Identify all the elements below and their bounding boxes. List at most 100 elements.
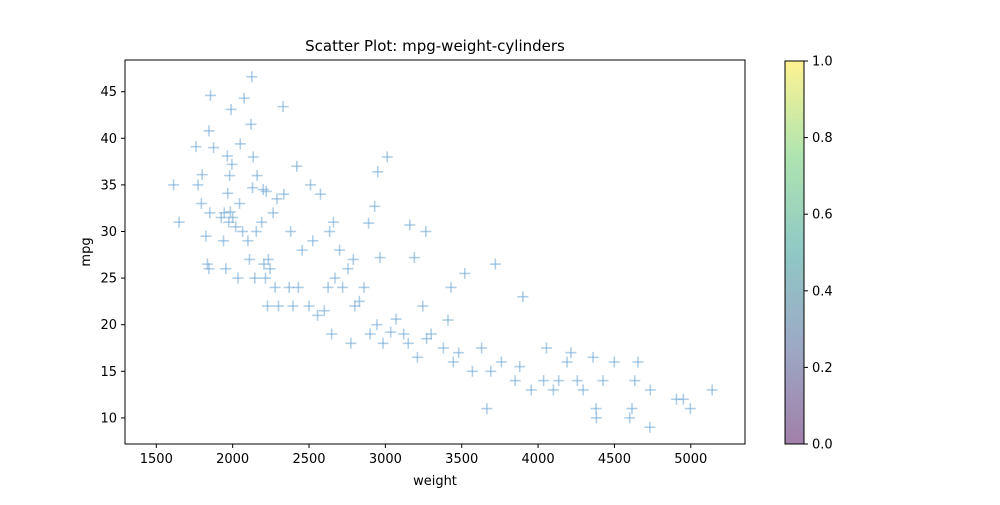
data-point	[307, 235, 319, 247]
y-tick-label: 30	[100, 225, 117, 240]
data-point	[442, 314, 454, 326]
data-point	[644, 384, 656, 396]
data-point	[349, 300, 361, 312]
data-point	[587, 351, 599, 363]
data-point	[561, 356, 573, 368]
data-point	[358, 281, 370, 293]
data-point	[459, 267, 471, 279]
data-point	[234, 138, 246, 150]
data-point	[632, 356, 644, 368]
data-point	[466, 365, 478, 377]
data-point	[291, 160, 303, 172]
data-point	[485, 365, 497, 377]
data-point	[553, 375, 565, 387]
data-point	[277, 101, 289, 113]
data-point	[377, 337, 389, 349]
data-point	[364, 328, 376, 340]
data-point	[269, 281, 281, 293]
data-point	[232, 272, 244, 284]
data-point	[329, 272, 341, 284]
x-tick-label: 4500	[598, 452, 631, 467]
data-point	[247, 151, 259, 163]
data-point	[173, 216, 185, 228]
x-tick-label: 3500	[445, 452, 478, 467]
colorbar-tick-label: 0.4	[812, 284, 833, 299]
data-point	[234, 198, 246, 210]
data-point	[225, 103, 237, 115]
data-point	[677, 393, 689, 405]
x-tick-label: 5000	[674, 452, 707, 467]
data-point	[597, 375, 609, 387]
data-point	[196, 169, 208, 181]
data-point	[509, 375, 521, 387]
data-point	[217, 235, 229, 247]
data-point	[190, 141, 202, 153]
data-point	[222, 187, 234, 199]
data-point	[262, 253, 274, 265]
data-point	[390, 313, 402, 325]
data-point	[287, 300, 299, 312]
data-point	[224, 170, 236, 182]
data-point	[337, 281, 349, 293]
data-point	[706, 384, 718, 396]
x-tick-label: 1500	[140, 452, 173, 467]
y-tick-label: 45	[100, 85, 117, 100]
data-point	[168, 179, 180, 191]
colorbar-tick-label: 0.0	[812, 438, 833, 453]
data-point	[296, 244, 308, 256]
y-axis-label: mpg	[79, 237, 94, 266]
data-point	[547, 384, 559, 396]
colorbar-frame	[784, 60, 805, 445]
data-point	[417, 300, 429, 312]
data-point	[408, 252, 420, 264]
data-point	[538, 375, 550, 387]
y-tick-label: 35	[100, 178, 117, 193]
data-point	[404, 219, 416, 231]
data-point	[251, 170, 263, 182]
data-point	[514, 361, 526, 373]
data-point	[590, 412, 602, 424]
chart-title: Scatter Plot: mpg-weight-cylinders	[305, 37, 565, 55]
data-point	[629, 375, 641, 387]
data-point	[425, 328, 437, 340]
data-point	[347, 253, 359, 265]
data-point	[203, 263, 215, 275]
y-tick-label: 40	[100, 132, 117, 147]
data-point	[242, 235, 254, 247]
data-point	[278, 188, 290, 200]
data-point	[285, 225, 297, 237]
x-axis: 1500 2000 2500 3000 3500 4000 4500 5000	[140, 444, 707, 467]
data-point	[226, 158, 238, 170]
colorbar-tick-label: 1.0	[812, 55, 833, 70]
x-tick-label: 2500	[292, 452, 325, 467]
data-point	[495, 356, 507, 368]
data-point	[312, 309, 324, 321]
data-point	[243, 253, 255, 265]
data-point	[245, 118, 257, 130]
y-tick-label: 20	[100, 318, 117, 333]
data-point	[247, 182, 259, 194]
data-point	[327, 216, 339, 228]
data-point	[363, 217, 375, 229]
data-point	[421, 333, 433, 345]
data-point	[256, 216, 268, 228]
data-point	[398, 328, 410, 340]
data-point	[218, 207, 230, 219]
data-point	[324, 225, 336, 237]
data-point	[292, 281, 304, 293]
data-point	[381, 151, 393, 163]
data-point	[203, 125, 215, 137]
data-point	[250, 225, 262, 237]
data-point	[238, 92, 250, 104]
data-point	[489, 258, 501, 270]
colorbar-ticks: 0.0 0.2 0.4 0.6 0.8 1.0	[804, 55, 833, 453]
colorbar-gradient	[785, 61, 804, 444]
data-point	[246, 71, 258, 83]
y-axis: 10 15 20 25 30 35 40 45	[100, 85, 125, 426]
data-point	[208, 142, 220, 154]
data-point	[192, 179, 204, 191]
data-point	[201, 258, 213, 270]
data-point	[220, 263, 232, 275]
